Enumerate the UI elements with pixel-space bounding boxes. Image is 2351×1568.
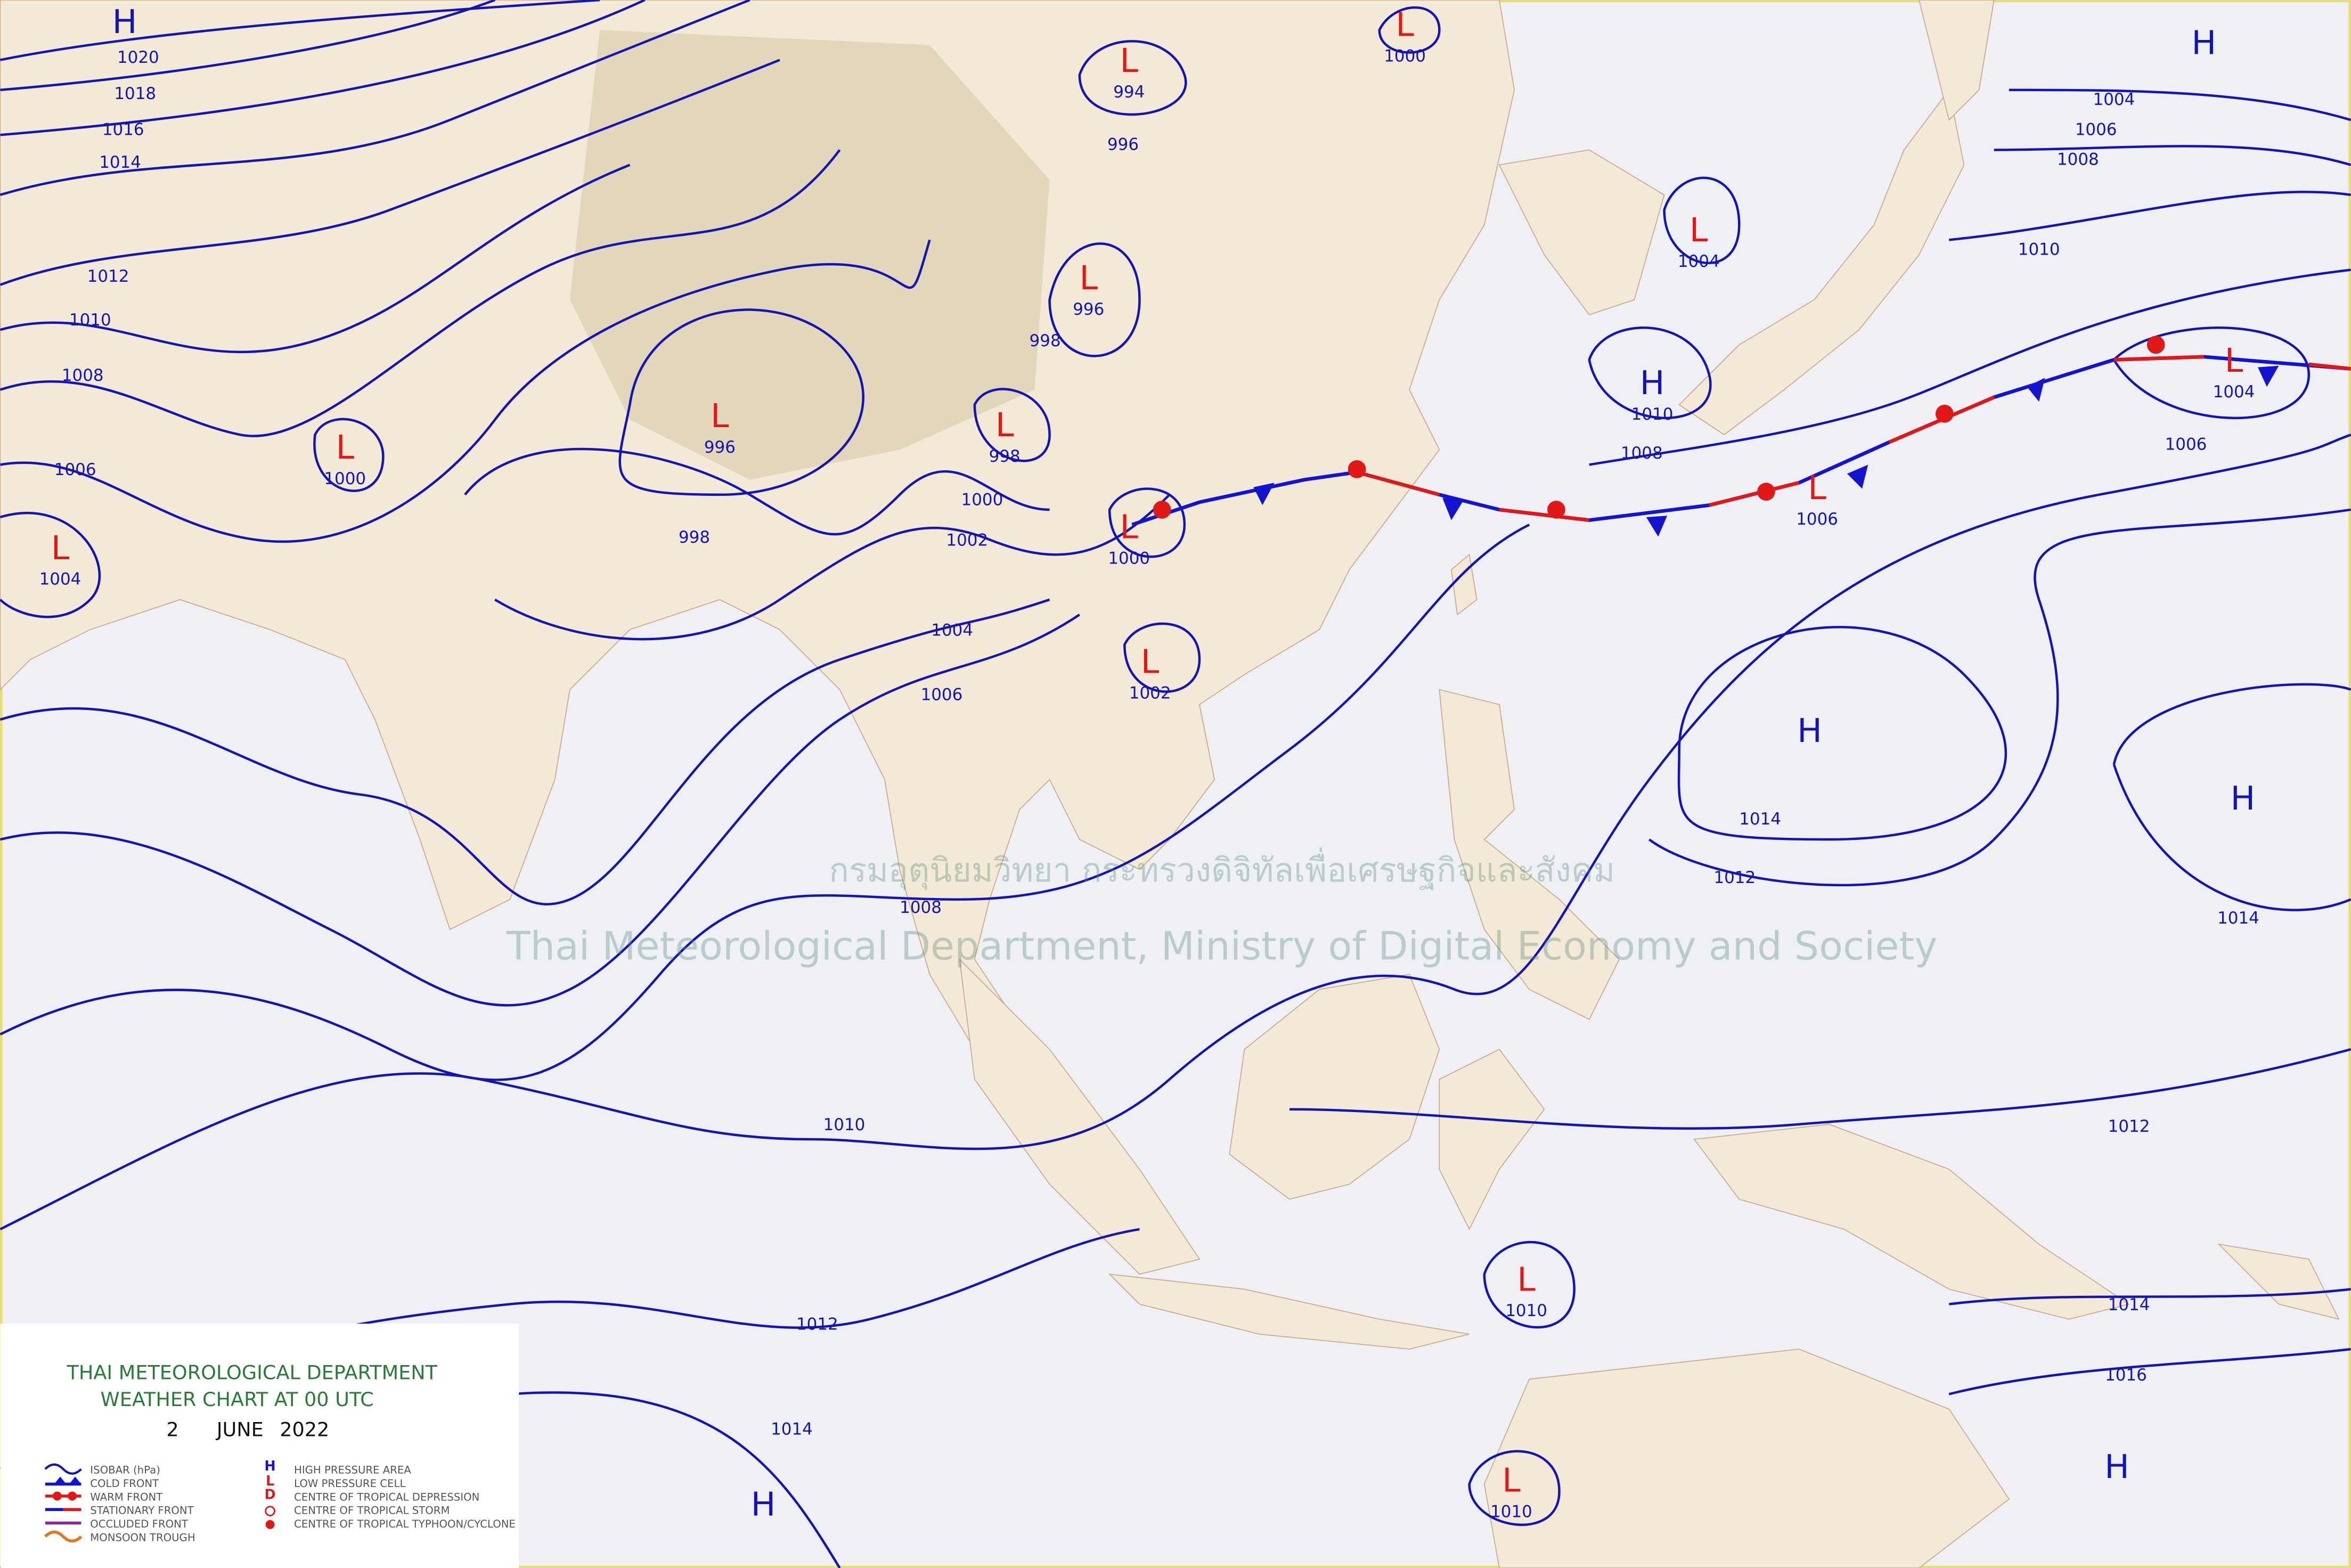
- center-letter: L: [1517, 1260, 1536, 1298]
- isobar-label: 1014: [1739, 810, 1781, 829]
- isobar-label: 1014: [99, 153, 141, 172]
- isobar-labels: 1020 1018 1016 1014 1012 1010 1008 1006 1004 1006…: [54, 48, 2259, 1439]
- center-value: 1002: [1129, 684, 1171, 703]
- center-value: 1010: [1631, 405, 1674, 424]
- center-letter: L: [51, 529, 70, 567]
- title-year: 2022: [280, 1418, 329, 1441]
- center-letter: L: [1120, 508, 1138, 546]
- center-value: 1000: [1384, 46, 1426, 66]
- title-day: 2: [166, 1418, 178, 1441]
- title-line1: THAI METEOROLOGICAL DEPARTMENT: [67, 1361, 438, 1384]
- svg-text:L: L: [266, 1473, 274, 1489]
- center-letter: L: [711, 397, 729, 435]
- isobar-label: 1004: [2093, 90, 2135, 109]
- legend-item: CENTRE OF TROPICAL STORM: [294, 1505, 450, 1517]
- center-value: 996: [704, 438, 736, 457]
- center-letter: L: [1120, 42, 1138, 80]
- legend-item: LOW PRESSURE CELL: [294, 1477, 405, 1490]
- isobar-label: 1012: [796, 1314, 838, 1334]
- svg-text:H: H: [264, 1458, 275, 1474]
- isobar-label: 998: [679, 528, 710, 547]
- isobar-label: 1018: [114, 84, 156, 103]
- center-value: 996: [1073, 300, 1104, 319]
- isobar-label: 1008: [2057, 150, 2099, 169]
- isobar-label: 998: [1030, 331, 1061, 350]
- center-value: 1010: [1490, 1502, 1532, 1521]
- legend-item: STATIONARY FRONT: [90, 1505, 194, 1517]
- center-letter: L: [336, 428, 354, 467]
- isobar-label: 1014: [771, 1420, 813, 1439]
- center-value: 998: [989, 447, 1021, 466]
- center-letter: L: [1689, 211, 1708, 249]
- center-value: 1010: [1505, 1301, 1547, 1320]
- legend-item: HIGH PRESSURE AREA: [294, 1464, 411, 1476]
- center-letter: L: [1080, 259, 1098, 297]
- legend-item: OCCLUDED FRONT: [90, 1518, 189, 1530]
- isobar-label: 1012: [2108, 1117, 2150, 1136]
- legend-item: ISOBAR (hPa): [90, 1464, 160, 1476]
- isobar-label: 1014: [2108, 1295, 2150, 1314]
- center-letter: H: [2191, 23, 2216, 62]
- isobar-label: 1010: [2018, 240, 2060, 259]
- isobar-label: 1010: [823, 1115, 866, 1134]
- isobar-label: 1006: [2165, 435, 2207, 454]
- center-letter: H: [1640, 364, 1665, 402]
- center-letter: H: [2231, 779, 2256, 818]
- legend: THAI METEOROLOGICAL DEPARTMENT WEATHER C…: [0, 1324, 519, 1568]
- isobar-label: 1008: [1621, 444, 1663, 463]
- legend-box: [0, 1324, 519, 1568]
- isobar-label: 1002: [946, 530, 988, 550]
- legend-item: CENTRE OF TROPICAL DEPRESSION: [294, 1491, 479, 1503]
- isobar-label: 1006: [2075, 120, 2117, 139]
- legend-item: MONSOON TROUGH: [90, 1531, 195, 1544]
- legend-item: WARM FRONT: [90, 1491, 163, 1503]
- isobar-label: 1016: [2105, 1366, 2147, 1385]
- title-month: JUNE: [216, 1418, 264, 1441]
- legend-item: COLD FRONT: [90, 1477, 159, 1490]
- center-value: 1004: [39, 570, 81, 589]
- center-letter: L: [2225, 341, 2243, 380]
- svg-text:D: D: [265, 1487, 276, 1502]
- isobar-label: 1006: [921, 685, 963, 704]
- center-value: 1000: [1108, 549, 1150, 568]
- isobar-label: 1014: [2217, 909, 2259, 928]
- watermark: กรมอุตุนิยมวิทยา กระทรวงดิจิทัลเพื่อเศรษ…: [506, 847, 1938, 969]
- center-value: 994: [1113, 83, 1145, 102]
- center-letter: H: [1797, 712, 1822, 750]
- center-letter: L: [1141, 643, 1160, 681]
- center-letter: L: [1808, 469, 1826, 507]
- center-letter: H: [2104, 1448, 2129, 1486]
- center-letter: H: [112, 3, 137, 41]
- center-value: 1006: [1796, 510, 1838, 529]
- center-letter: L: [1395, 6, 1414, 44]
- isobar-label: 1004: [931, 620, 973, 640]
- center-value: 1004: [2213, 382, 2255, 402]
- title-line2: WEATHER CHART AT 00 UTC: [101, 1388, 374, 1411]
- isobar-label: 1012: [1713, 868, 1756, 887]
- watermark-english: Thai Meteorological Department, Ministry…: [506, 924, 1938, 969]
- isobar-label: 1008: [62, 366, 104, 385]
- front: [1131, 336, 2351, 537]
- legend-symbols: H L D: [44, 1458, 276, 1543]
- center-letter: L: [1502, 1461, 1521, 1499]
- center-letter: H: [751, 1485, 776, 1523]
- isobar-label: 1010: [69, 311, 111, 330]
- isobar-label: 1020: [117, 48, 159, 67]
- isobar-label: 1016: [102, 120, 144, 139]
- isobar-label: 1006: [54, 460, 96, 479]
- isobar-label: 1000: [961, 490, 1003, 509]
- center-value: 1000: [324, 469, 366, 488]
- center-letter: L: [995, 406, 1014, 444]
- isobar-label: 996: [1107, 135, 1139, 154]
- watermark-thai: กรมอุตุนิยมวิทยา กระทรวงดิจิทัลเพื่อเศรษ…: [829, 847, 1615, 890]
- center-value: 1004: [1678, 252, 1720, 271]
- isobar-label: 1008: [900, 898, 942, 917]
- legend-item: CENTRE OF TROPICAL TYPHOON/CYCLONE: [294, 1518, 516, 1530]
- isobar-label: 1012: [87, 267, 129, 286]
